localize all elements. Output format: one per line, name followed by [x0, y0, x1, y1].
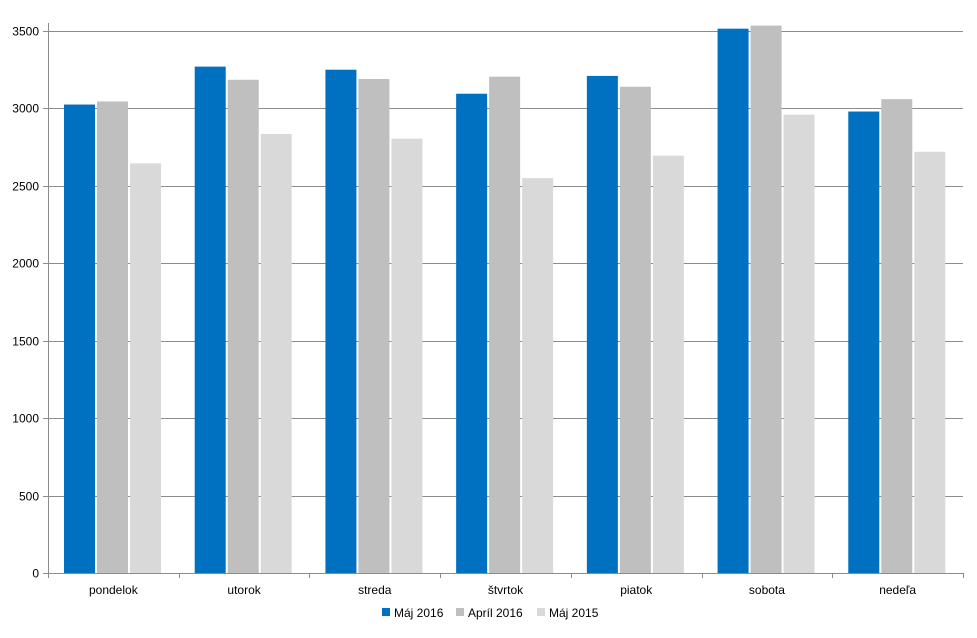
- bar: [260, 133, 292, 574]
- bar: [619, 86, 651, 574]
- y-tick-label: 1500: [12, 335, 39, 349]
- bar: [652, 155, 684, 573]
- x-tick-label: streda: [358, 583, 392, 597]
- x-tick-label: štvrtok: [488, 583, 524, 597]
- legend-label: Apríl 2016: [468, 606, 523, 620]
- bar: [358, 79, 390, 574]
- bar: [586, 75, 618, 573]
- legend-label: Máj 2015: [549, 606, 599, 620]
- bar: [848, 111, 880, 574]
- y-tick-label: 3000: [12, 102, 39, 116]
- y-tick-label: 2000: [12, 257, 39, 271]
- legend: Máj 2016 Apríl 2016 Máj 2015: [382, 606, 599, 620]
- bar: [914, 151, 946, 573]
- legend-swatch: [382, 608, 390, 616]
- bar: [717, 28, 749, 574]
- legend-swatch: [537, 608, 545, 616]
- y-tick-label: 1000: [12, 412, 39, 426]
- bar: [391, 138, 423, 573]
- bar: [881, 99, 913, 573]
- bar: [97, 101, 128, 574]
- y-tick-label: 3500: [12, 25, 39, 39]
- x-tick-label: utorok: [227, 583, 261, 597]
- y-tick-label: 500: [19, 490, 39, 504]
- x-tick-label: nedeľa: [879, 583, 916, 597]
- bar: [194, 66, 226, 574]
- bars: [64, 25, 946, 574]
- y-tick-label: 2500: [12, 180, 39, 194]
- bar: [64, 104, 95, 574]
- y-tick-label: 0: [32, 567, 39, 581]
- bar: [130, 163, 161, 573]
- bar: [522, 178, 554, 573]
- bar: [489, 76, 521, 573]
- bar: [325, 69, 357, 573]
- bar: [783, 114, 815, 573]
- bar: [227, 79, 259, 573]
- x-tick-label: piatok: [620, 583, 653, 597]
- bar: [456, 93, 488, 574]
- x-tick-label: sobota: [749, 583, 785, 597]
- x-tick-label: pondelok: [89, 583, 139, 597]
- bar: [750, 25, 782, 573]
- legend-swatch: [456, 608, 464, 616]
- legend-label: Máj 2016: [394, 606, 444, 620]
- axes: 0 500 1000 1500 2000 2500 3000 3500 pondelok utor…: [12, 23, 964, 597]
